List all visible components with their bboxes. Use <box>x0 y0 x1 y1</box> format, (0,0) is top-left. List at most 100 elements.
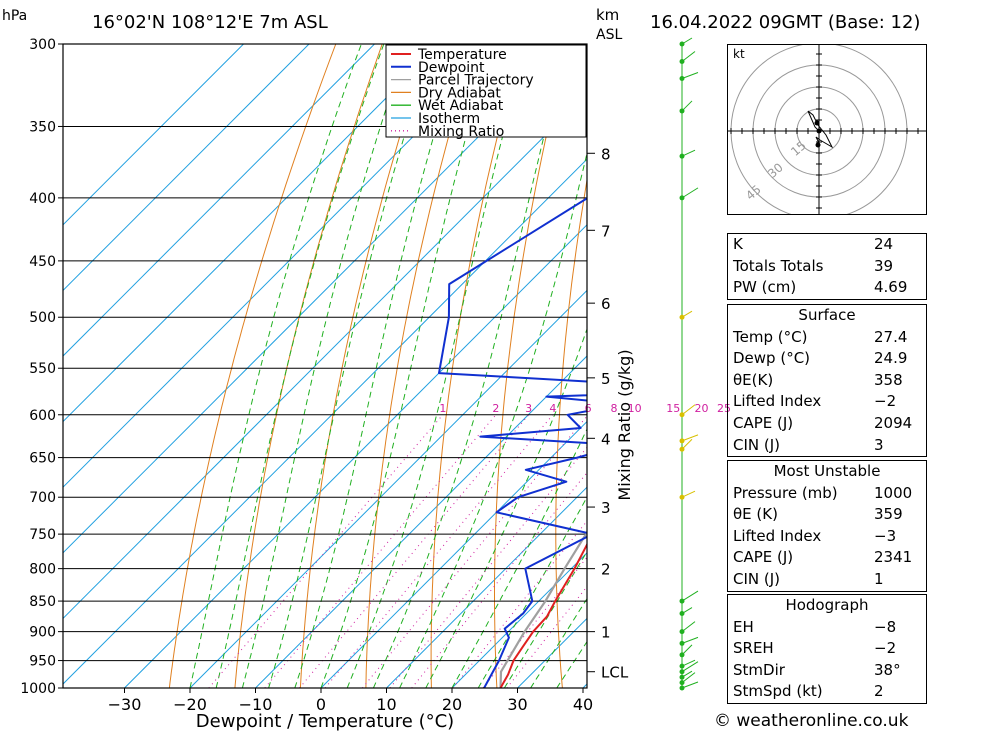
x-axis-label: Dewpoint / Temperature (°C) <box>196 711 454 732</box>
dry-adiabat-line <box>985 44 1000 688</box>
copyright-text: © weatheronline.co.uk <box>714 711 909 731</box>
isotherm-line <box>320 420 587 688</box>
hodograph-point <box>815 142 821 148</box>
surface-row-thetae: θE(K) 358 <box>733 370 903 389</box>
pressure-tick-label: 900 <box>29 625 56 641</box>
wind-barb <box>681 644 693 656</box>
mu-row-cape: CAPE (J) 2341 <box>733 548 913 567</box>
indices-row-pw: PW (cm) 4.69 <box>733 278 908 297</box>
legend-entry: Temperature <box>417 47 507 63</box>
wind-barb <box>681 681 699 689</box>
isotherm-line <box>63 92 587 620</box>
pressure-level-lines <box>63 43 587 689</box>
most-unstable-title: Most Unstable <box>773 462 881 480</box>
mixing-ratio-label: 4 <box>549 402 556 415</box>
pressure-tick-label: 500 <box>29 310 56 326</box>
legend-entry: Dry Adiabat <box>418 85 501 101</box>
wind-barb <box>681 37 693 45</box>
isotherm-line <box>63 158 587 685</box>
legend-entry: Parcel Trajectory <box>418 73 534 89</box>
pressure-tick-label: 800 <box>29 562 56 578</box>
mixing-ratio-label: 2 <box>492 402 499 415</box>
indices-table: K 24 Totals Totals 39 PW (cm) 4.69 <box>727 233 927 300</box>
isotherm-line <box>386 486 587 688</box>
mixing-ratio-label: 15 <box>666 402 680 415</box>
isotherm-line <box>63 44 310 292</box>
surface-title: Surface <box>798 306 856 324</box>
legend-entry: Dewpoint <box>418 60 485 76</box>
height-tick-label: 2 <box>601 561 611 579</box>
height-axis: 8 7 6 5 4 3 2 1 LCL <box>587 145 629 682</box>
temperature-curve <box>499 542 587 688</box>
height-tick-label: 1 <box>601 624 611 642</box>
wind-barb <box>681 404 696 416</box>
isotherm-line <box>63 44 572 554</box>
hodo-row-stmdir: StmDir 38° <box>733 660 901 679</box>
hodograph-table: Hodograph EH −8 SREH −2 StmDir 38° StmSpd (… <box>727 594 927 704</box>
pressure-tick-label: 850 <box>29 594 56 610</box>
wet-adiabat-line <box>451 428 587 688</box>
pressure-tick-label: 450 <box>29 254 56 270</box>
surface-row-temp: Temp (°C) 27.4 <box>733 327 908 346</box>
wind-barb <box>681 72 699 79</box>
mixing-ratio-label: 20 <box>695 402 709 415</box>
height-tick-label: 6 <box>601 295 611 313</box>
pressure-tick-label: 350 <box>29 119 56 135</box>
datetime-title: 16.04.2022 09GMT (Base: 12) <box>650 12 921 33</box>
surface-table: Surface Temp (°C) 27.4 Dewp (°C) 24.9 θE(K… <box>727 304 927 458</box>
dry-adiabat-line <box>673 44 708 688</box>
temperature-tick-label: 20 <box>442 695 462 714</box>
mixing-ratio-axis-label: Mixing Ratio (g/kg) <box>615 349 634 500</box>
isotherm-line <box>63 44 506 488</box>
isotherm-line <box>63 44 244 226</box>
km-label: km <box>596 6 620 24</box>
mu-row-pressure: Pressure (mb) 1000 <box>733 483 913 502</box>
hodograph-point <box>816 128 822 134</box>
wind-barb <box>681 438 693 450</box>
hodograph-trace <box>807 110 834 149</box>
isotherm-line <box>451 552 587 688</box>
isotherm-line <box>124 224 587 688</box>
wind-barb <box>681 100 693 112</box>
temperature-tick-label: 30 <box>507 695 527 714</box>
mixing-ratio-label: 3 <box>525 402 532 415</box>
pressure-tick-label: 550 <box>29 361 56 377</box>
height-tick-label: 5 <box>601 370 611 388</box>
temperature-tick-label: 10 <box>376 695 396 714</box>
mixing-ratio-label: 10 <box>628 402 642 415</box>
hodograph-table-title: Hodograph <box>785 596 869 614</box>
dry-adiabat-line <box>168 44 337 688</box>
wind-barb <box>681 149 696 157</box>
wet-adiabat-line <box>189 44 362 688</box>
hodograph-ring-label-30: 30 <box>765 160 786 181</box>
wind-barb <box>681 661 699 673</box>
hodo-row-sreh: SREH −2 <box>733 639 897 658</box>
height-tick-label: 8 <box>601 145 611 163</box>
wind-barb <box>681 187 699 199</box>
mixing-ratio-labels: 1 2 3 4 6 8 10 15 20 25 <box>439 402 731 415</box>
wind-barb-column <box>679 37 699 691</box>
wind-barb <box>681 672 696 684</box>
wet-adiabat-line <box>241 44 409 688</box>
temperature-tick-label: −10 <box>239 695 273 714</box>
wind-barb <box>681 659 696 667</box>
isotherm-line <box>63 44 375 357</box>
temperature-tick-label: 0 <box>316 695 326 714</box>
dewpoint-curve <box>438 191 587 688</box>
wind-barb <box>681 636 699 644</box>
sounding-curves <box>438 191 587 688</box>
pressure-tick-label: 750 <box>29 527 56 543</box>
mixing-ratio-line <box>389 446 587 688</box>
hodograph-plot: kt 15 30 45 <box>728 45 926 214</box>
isotherm-line <box>63 44 441 423</box>
wet-adiabat-line <box>320 44 493 688</box>
parcel-trajectory-curve <box>499 530 587 688</box>
indices-row-totals: Totals Totals 39 <box>733 256 894 275</box>
hodograph-unit: kt <box>733 47 745 61</box>
hodograph-ring-label-15: 15 <box>788 138 809 159</box>
dry-adiabat-line <box>234 44 383 688</box>
height-tick-label: 7 <box>601 222 611 240</box>
isotherm-line <box>255 355 587 688</box>
hodograph-point <box>814 120 820 126</box>
mixing-ratio-label: 1 <box>439 402 446 415</box>
